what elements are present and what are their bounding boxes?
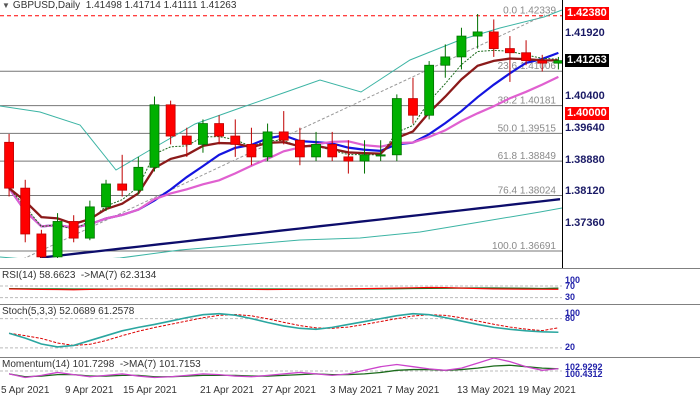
svg-text:100.0 1.36691: 100.0 1.36691 [492, 241, 556, 252]
svg-text:61.8 1.38849: 61.8 1.38849 [498, 151, 557, 162]
svg-text:50.0 1.39515: 50.0 1.39515 [498, 123, 557, 134]
svg-text:76.4 1.38024: 76.4 1.38024 [498, 185, 557, 196]
